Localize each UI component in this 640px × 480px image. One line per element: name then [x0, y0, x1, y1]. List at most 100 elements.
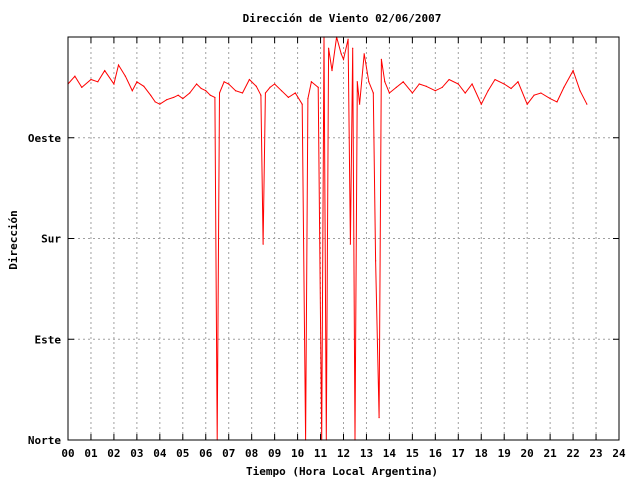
x-tick-label: 14: [383, 447, 397, 460]
x-tick-label: 18: [475, 447, 488, 460]
data-point: [441, 86, 443, 88]
data-point: [104, 69, 106, 72]
data-point: [471, 83, 473, 85]
data-point: [384, 81, 386, 83]
data-point: [113, 83, 115, 85]
data-point: [124, 75, 126, 77]
data-point: [380, 58, 382, 60]
data-point: [287, 96, 289, 99]
data-point: [81, 86, 83, 88]
data-point: [97, 81, 99, 83]
data-point: [117, 64, 120, 66]
data-point: [74, 75, 76, 77]
data-point: [182, 97, 184, 100]
data-point: [586, 103, 588, 105]
data-point: [395, 86, 397, 88]
data-point: [307, 97, 309, 100]
x-axis-label: Tiempo (Hora Local Argentina): [246, 465, 438, 478]
data-point: [487, 90, 489, 92]
x-tick-label: 09: [268, 447, 281, 460]
x-tick-label: 10: [291, 447, 304, 460]
data-point: [388, 92, 391, 94]
data-point: [159, 103, 161, 105]
data-point: [556, 101, 558, 103]
wind-direction-series: [67, 36, 588, 441]
x-axis: 00 01 02 03 04 05 06 07 08 09 10 11 12 13 14 15 16 17 18 19…: [61, 37, 626, 460]
data-point: [352, 47, 354, 49]
data-point: [150, 94, 152, 96]
x-tick-label: 12: [337, 447, 350, 460]
data-point: [269, 86, 271, 88]
x-tick-label: 05: [176, 447, 189, 460]
data-point: [563, 86, 565, 88]
data-point: [264, 92, 267, 94]
data-point: [549, 97, 551, 100]
y-axis-label: Dirección: [7, 210, 20, 270]
data-point: [177, 94, 179, 96]
y-tick-label: Este: [35, 333, 62, 346]
x-tick-label: 19: [498, 447, 511, 460]
data-point: [572, 69, 574, 72]
x-tick-label: 06: [199, 447, 213, 460]
data-point: [154, 101, 156, 103]
data-point: [434, 90, 436, 92]
data-point: [301, 103, 303, 105]
chart-title: Dirección de Viento 02/06/2007: [243, 12, 442, 25]
data-point: [448, 78, 450, 81]
data-point: [255, 85, 257, 87]
data-point: [131, 90, 133, 92]
y-axis: Norte Este Sur Oeste: [28, 132, 619, 447]
data-point: [356, 81, 358, 83]
data-point: [327, 47, 330, 49]
data-point: [173, 96, 175, 99]
data-point: [136, 81, 138, 83]
x-tick-label: 16: [429, 447, 443, 460]
x-tick-label: 07: [222, 447, 235, 460]
data-point: [274, 83, 276, 85]
data-point: [517, 81, 519, 83]
data-point: [280, 90, 283, 92]
data-point: [402, 81, 404, 83]
data-point: [260, 94, 262, 96]
data-point: [464, 92, 466, 94]
x-tick-label: 24: [612, 447, 626, 460]
data-point: [262, 243, 264, 245]
data-point: [166, 99, 168, 101]
data-point: [368, 81, 370, 83]
series-layer: [67, 36, 588, 441]
data-point: [317, 86, 319, 88]
x-tick-label: 11: [314, 447, 328, 460]
data-point: [372, 92, 374, 94]
data-point: [234, 90, 237, 92]
x-tick-label: 02: [107, 447, 120, 460]
x-tick-label: 00: [61, 447, 74, 460]
data-point: [526, 103, 528, 105]
data-point: [349, 243, 351, 245]
x-tick-label: 15: [406, 447, 419, 460]
data-point: [425, 85, 427, 87]
data-point: [358, 103, 361, 105]
x-tick-label: 20: [521, 447, 534, 460]
data-point: [510, 87, 512, 90]
data-point: [241, 92, 244, 94]
data-point: [347, 38, 349, 40]
data-point: [363, 53, 365, 55]
data-point: [494, 78, 496, 81]
grid: [68, 37, 619, 440]
data-point: [189, 92, 191, 94]
data-point: [331, 69, 333, 72]
data-point: [294, 92, 296, 94]
x-tick-label: 13: [360, 447, 373, 460]
data-point: [223, 81, 225, 83]
data-point: [195, 83, 198, 85]
data-point: [480, 103, 482, 105]
data-point: [209, 94, 211, 96]
data-point: [143, 85, 145, 87]
data-point: [310, 81, 312, 83]
data-point: [342, 58, 345, 60]
data-point: [533, 94, 535, 96]
data-point: [418, 83, 420, 85]
data-point: [457, 83, 459, 85]
data-point: [90, 78, 92, 81]
x-tick-label: 22: [566, 447, 579, 460]
